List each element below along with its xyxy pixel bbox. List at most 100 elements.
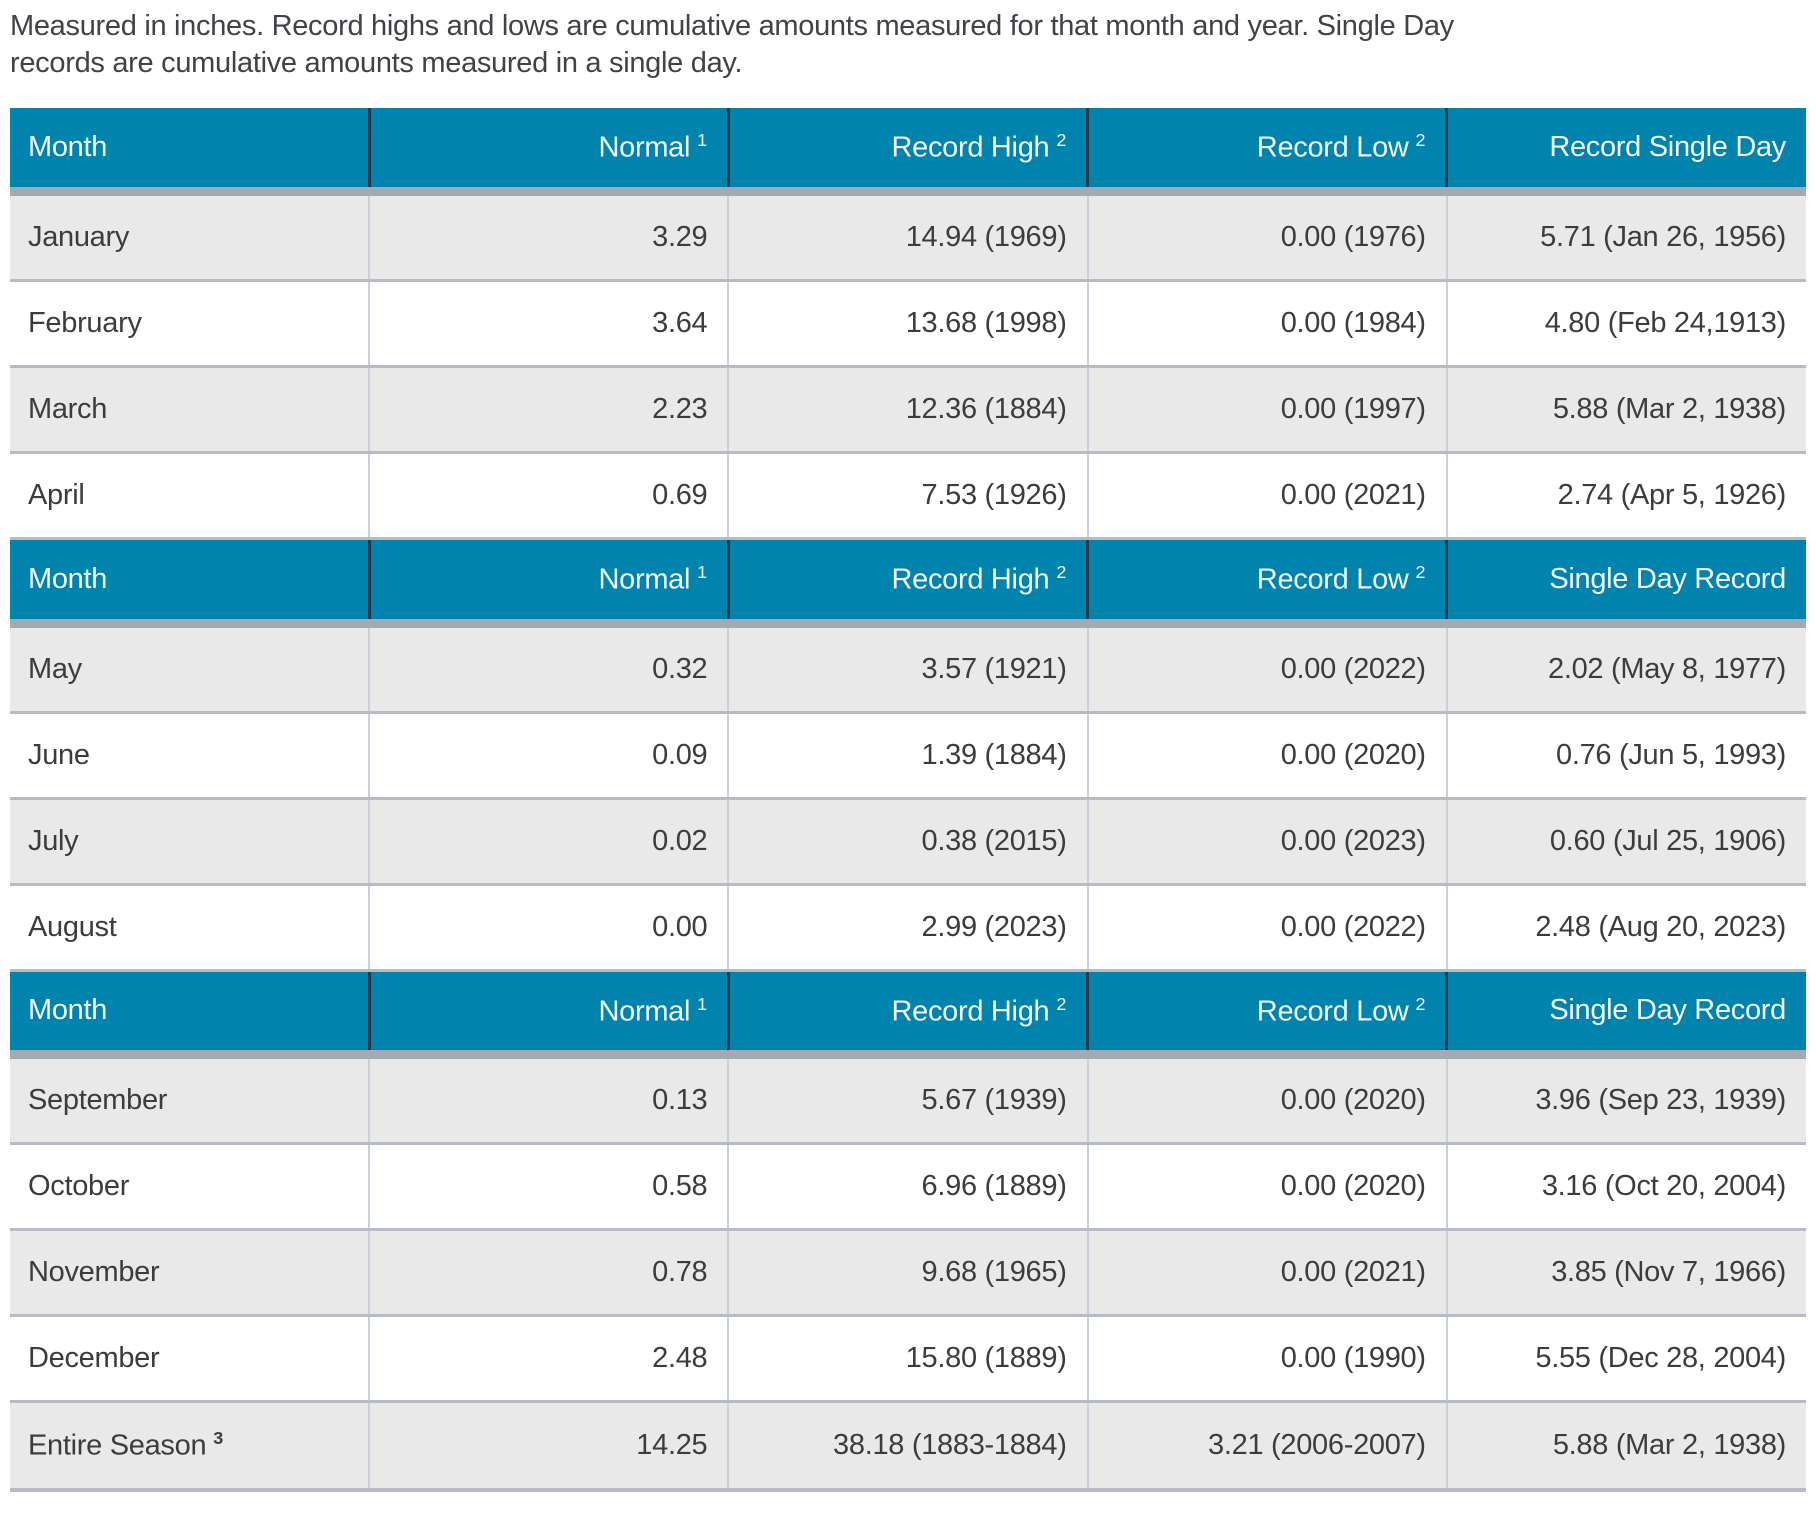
record-high-cell: 14.94 (1969) — [727, 191, 1088, 282]
record-low-cell: 0.00 (2020) — [1086, 1143, 1447, 1232]
record-high-cell: 3.57 (1921) — [727, 623, 1088, 714]
table-row: August 0.00 2.99 (2023) 0.00 (2022) 2.48… — [10, 884, 1806, 972]
record-low-cell: 0.00 (2022) — [1086, 884, 1447, 972]
single-day-cell: 5.88 (Mar 2, 1938) — [1445, 366, 1806, 454]
single-day-cell: 5.71 (Jan 26, 1956) — [1445, 191, 1806, 282]
record-low-cell: 0.00 (2021) — [1086, 1229, 1447, 1318]
column-header-single-day: Record Single Day — [1445, 108, 1806, 196]
footnote-marker: 2 — [1056, 561, 1067, 582]
precipitation-records-table: Month Normal 1 Record High 2 Record Low 2 R… — [10, 108, 1806, 1492]
record-high-cell: 9.68 (1965) — [727, 1229, 1088, 1318]
table-row: February 3.64 13.68 (1998) 0.00 (1984) 4… — [10, 280, 1806, 368]
month-cell: March — [10, 366, 370, 454]
normal-cell: 0.13 — [368, 1054, 729, 1146]
record-low-cell: 0.00 (1984) — [1086, 280, 1447, 368]
normal-cell: 2.23 — [368, 366, 729, 454]
intro-text: Measured in inches. Record highs and low… — [10, 10, 1454, 80]
column-header-month: Month — [10, 970, 370, 1060]
table-row: April 0.69 7.53 (1926) 0.00 (2021) 2.74 … — [10, 452, 1806, 540]
column-header-normal: Normal 1 — [367, 538, 729, 628]
record-low-cell: 0.00 (1976) — [1086, 191, 1447, 282]
month-cell: June — [10, 712, 370, 800]
column-header-record-high: Record High 2 — [726, 538, 1088, 628]
single-day-cell: 5.55 (Dec 28, 2004) — [1445, 1315, 1806, 1404]
single-day-cell: 3.16 (Oct 20, 2004) — [1445, 1143, 1806, 1232]
column-header-month: Month — [10, 538, 370, 628]
month-cell: July — [10, 798, 370, 886]
normal-cell: 14.25 — [368, 1401, 729, 1492]
table-row: September 0.13 5.67 (1939) 0.00 (2020) 3… — [10, 1054, 1806, 1146]
record-low-cell: 0.00 (2020) — [1086, 1054, 1447, 1146]
table-header-row: Month Normal 1 Record High 2 Record Low 2 R… — [10, 108, 1806, 196]
single-day-cell: 3.96 (Sep 23, 1939) — [1445, 1054, 1806, 1146]
column-header-record-high: Record High 2 — [726, 108, 1088, 196]
record-high-cell: 1.39 (1884) — [727, 712, 1088, 800]
table-row: July 0.02 0.38 (2015) 0.00 (2023) 0.60 (… — [10, 798, 1806, 886]
record-high-cell: 7.53 (1926) — [727, 452, 1088, 540]
table-row: June 0.09 1.39 (1884) 0.00 (2020) 0.76 (… — [10, 712, 1806, 800]
month-cell: Entire Season 3 — [10, 1401, 370, 1492]
record-high-cell: 0.38 (2015) — [727, 798, 1088, 886]
single-day-cell: 2.02 (May 8, 1977) — [1445, 623, 1806, 714]
column-header-normal: Normal 1 — [367, 970, 729, 1060]
footnote-marker: 1 — [697, 130, 707, 151]
record-high-cell: 2.99 (2023) — [727, 884, 1088, 972]
normal-cell: 0.02 — [368, 798, 729, 886]
table-row: March 2.23 12.36 (1884) 0.00 (1997) 5.88… — [10, 366, 1806, 454]
table-row: December 2.48 15.80 (1889) 0.00 (1990) 5… — [10, 1315, 1806, 1404]
month-cell: October — [10, 1143, 370, 1232]
footnote-marker: 2 — [1415, 561, 1426, 582]
footnote-marker: 2 — [1415, 993, 1426, 1014]
footnote-marker: 2 — [1415, 130, 1426, 151]
single-day-cell: 2.48 (Aug 20, 2023) — [1445, 884, 1806, 972]
footnote-marker: 1 — [697, 561, 707, 582]
normal-cell: 0.00 — [368, 884, 729, 972]
table-header-row: Month Normal 1 Record High 2 Record Low 2 S… — [10, 970, 1806, 1060]
table-row: May 0.32 3.57 (1921) 0.00 (2022) 2.02 (M… — [10, 623, 1806, 714]
table-row: October 0.58 6.96 (1889) 0.00 (2020) 3.1… — [10, 1143, 1806, 1232]
record-high-cell: 13.68 (1998) — [727, 280, 1088, 368]
record-low-cell: 0.00 (2020) — [1086, 712, 1447, 800]
table-row: November 0.78 9.68 (1965) 0.00 (2021) 3.… — [10, 1229, 1806, 1318]
normal-cell: 3.64 — [368, 280, 729, 368]
column-header-record-high: Record High 2 — [726, 970, 1088, 1060]
month-cell: January — [10, 191, 370, 282]
footnote-marker: 2 — [1056, 130, 1067, 151]
month-cell: November — [10, 1229, 370, 1318]
footnote-marker: 1 — [697, 993, 707, 1014]
normal-cell: 0.09 — [368, 712, 729, 800]
column-header-record-low: Record Low 2 — [1086, 538, 1447, 628]
column-header-single-day: Single Day Record — [1445, 538, 1806, 628]
normal-cell: 0.69 — [368, 452, 729, 540]
record-low-cell: 0.00 (1997) — [1086, 366, 1447, 454]
single-day-cell: 4.80 (Feb 24,1913) — [1445, 280, 1806, 368]
single-day-cell: 0.76 (Jun 5, 1993) — [1445, 712, 1806, 800]
month-cell: February — [10, 280, 370, 368]
record-high-cell: 5.67 (1939) — [727, 1054, 1088, 1146]
month-cell: December — [10, 1315, 370, 1404]
month-cell: August — [10, 884, 370, 972]
month-cell: April — [10, 452, 370, 540]
single-day-cell: 2.74 (Apr 5, 1926) — [1445, 452, 1806, 540]
normal-cell: 2.48 — [368, 1315, 729, 1404]
month-cell: May — [10, 623, 370, 714]
column-header-single-day: Single Day Record — [1445, 970, 1806, 1060]
table-row-entire-season: Entire Season 3 14.25 38.18 (1883-1884) 3… — [10, 1401, 1806, 1492]
column-header-record-low: Record Low 2 — [1086, 108, 1447, 196]
normal-cell: 0.58 — [368, 1143, 729, 1232]
single-day-cell: 0.60 (Jul 25, 1906) — [1445, 798, 1806, 886]
column-header-record-low: Record Low 2 — [1086, 970, 1447, 1060]
footnote-marker: 2 — [1056, 993, 1067, 1014]
record-low-cell: 0.00 (2022) — [1086, 623, 1447, 714]
record-high-cell: 38.18 (1883-1884) — [727, 1401, 1088, 1492]
footnote-marker: 3 — [213, 1428, 223, 1449]
single-day-cell: 3.85 (Nov 7, 1966) — [1445, 1229, 1806, 1318]
record-low-cell: 0.00 (2023) — [1086, 798, 1447, 886]
column-header-month: Month — [10, 108, 370, 196]
table-row: January 3.29 14.94 (1969) 0.00 (1976) 5.… — [10, 191, 1806, 282]
record-low-cell: 0.00 (2021) — [1086, 452, 1447, 540]
normal-cell: 3.29 — [368, 191, 729, 282]
single-day-cell: 5.88 (Mar 2, 1938) — [1445, 1401, 1806, 1492]
record-high-cell: 15.80 (1889) — [727, 1315, 1088, 1404]
record-low-cell: 3.21 (2006-2007) — [1086, 1401, 1447, 1492]
